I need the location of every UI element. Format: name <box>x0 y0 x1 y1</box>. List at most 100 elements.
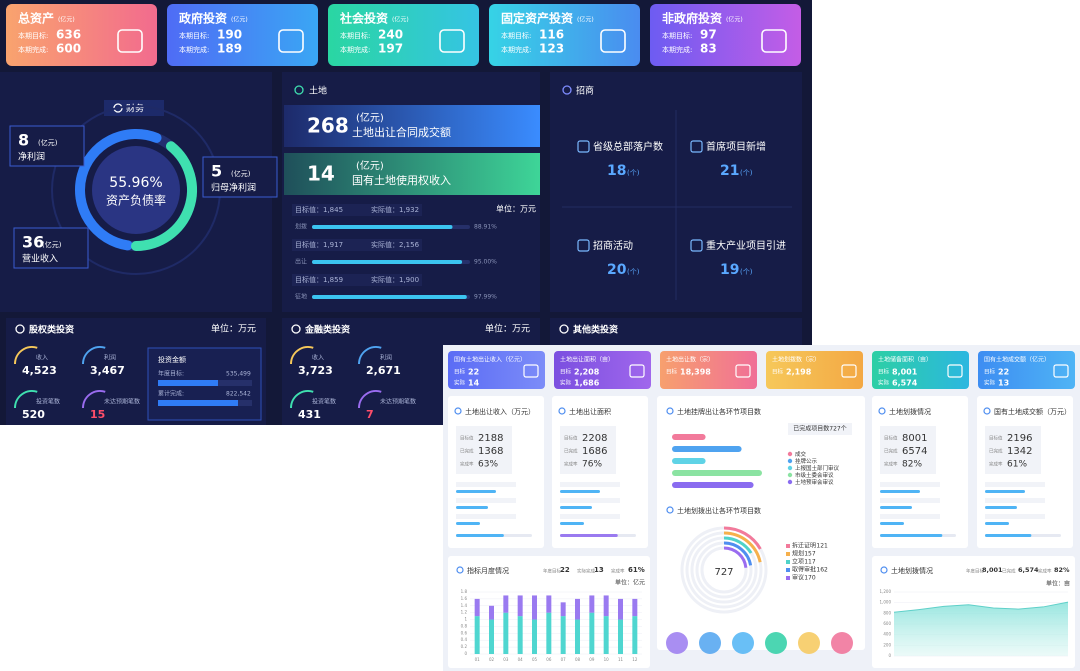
banner <box>284 153 540 195</box>
bar <box>312 295 467 299</box>
x-tick-label: 11 <box>618 657 624 662</box>
kpi-title: 总资产 <box>18 11 54 26</box>
ring-core <box>92 146 180 234</box>
legend-value: 162 <box>816 567 828 574</box>
mini-bar <box>880 506 912 509</box>
card <box>554 351 651 389</box>
x-tick-label: 05 <box>532 657 538 662</box>
legend-dot <box>787 472 793 478</box>
stat-value: 82% <box>902 460 922 470</box>
rate-bar <box>880 534 943 537</box>
panel-title: 土地划拨出让各环节项目数 <box>677 506 761 515</box>
bar <box>503 595 509 613</box>
mini-row <box>985 514 1045 519</box>
stat-label: 完成率 <box>564 461 578 468</box>
legend-label: 立项 <box>792 558 804 566</box>
nav-icon <box>831 632 853 654</box>
y-tick-label: 1.2 <box>461 610 468 615</box>
metric-value: 4,523 <box>22 364 57 377</box>
row-bg <box>292 239 422 251</box>
mini-row <box>560 514 620 519</box>
amount-label: 累计完成: <box>158 390 184 398</box>
panel-title: 指标月度情况 <box>467 566 509 575</box>
legend-dot <box>786 568 790 572</box>
panel-title: 土地划拨情况 <box>889 407 931 416</box>
card-icon <box>629 364 645 378</box>
card-label: 目标 <box>878 368 890 376</box>
kpi-label: 本期完成: <box>662 45 692 54</box>
legend-value: 121 <box>816 543 828 550</box>
legend-value: 157 <box>804 551 816 558</box>
y-tick-label: 0.6 <box>461 630 468 635</box>
bar <box>560 616 566 654</box>
row-target: 目标值：1,859 <box>295 275 343 284</box>
stat-label: 年度目标 <box>543 568 561 575</box>
kpi-label: 本期完成: <box>179 45 209 54</box>
card-label: 实际 <box>454 379 466 387</box>
stat-value: 1342 <box>1007 446 1032 457</box>
mini-row <box>560 498 620 503</box>
metric-label: 投资笔数 <box>36 398 60 406</box>
row-name: 出让 <box>295 258 307 266</box>
stat-value: 2196 <box>1007 433 1032 444</box>
item-value: 18 <box>607 163 626 179</box>
kpi-title: 非政府投资 <box>662 11 722 26</box>
bar <box>489 619 494 654</box>
title-icon <box>454 407 462 415</box>
kpi-label: 本期完成: <box>501 45 531 54</box>
item-value: 20 <box>607 262 627 278</box>
mini-row <box>985 482 1045 487</box>
kpi-icon <box>439 29 465 53</box>
row-target: 目标值：1,917 <box>295 240 343 249</box>
mini-row <box>880 482 940 487</box>
card-label: 目标 <box>666 368 678 376</box>
metric-value: 3,723 <box>298 364 333 377</box>
y-tick-label: 1,200 <box>880 589 892 594</box>
rate-bar <box>985 534 1032 537</box>
row-rate: 97.99% <box>474 294 497 301</box>
kpi-label: 本期目标: <box>179 31 209 40</box>
bar <box>312 225 453 229</box>
kpi-label: 本期目标: <box>662 31 692 40</box>
kpi-unit: (亿元) <box>392 16 409 24</box>
badge-label: 净利润 <box>18 151 45 163</box>
kpi-title: 政府投资 <box>179 11 227 26</box>
unit: 单位：万元 <box>496 204 536 214</box>
legend-dot <box>786 560 790 564</box>
metric-value: 3,467 <box>90 364 125 377</box>
total: 727 <box>714 567 733 578</box>
rate-bar <box>560 534 618 537</box>
kpi-title: 社会投资 <box>339 11 388 26</box>
card <box>766 351 863 389</box>
kpi-value: 83 <box>700 42 717 56</box>
badge-value: 8 <box>18 131 29 150</box>
kpi-unit: (亿元) <box>231 16 248 24</box>
stat-label: 目标值 <box>564 435 578 442</box>
card <box>660 351 757 389</box>
bar <box>517 616 523 654</box>
row-rate: 95.00% <box>474 259 497 266</box>
nav-icon <box>699 632 721 654</box>
legend-value: 170 <box>804 575 816 582</box>
bar <box>589 612 595 654</box>
kpi-label: 本期目标: <box>340 31 370 40</box>
nav-icon <box>765 632 787 654</box>
legend-dot <box>787 479 793 485</box>
card-label: 实际 <box>560 379 572 387</box>
kpi-label: 本期完成: <box>340 45 370 54</box>
stat-label: 已完成 <box>884 448 898 455</box>
y-tick-label: 1.8 <box>461 589 468 594</box>
card-title: 土地储备面积（亩） <box>878 356 932 364</box>
rate-bar <box>456 534 504 537</box>
banner <box>284 105 540 147</box>
mini-bar <box>985 490 1025 493</box>
title-icon <box>666 506 674 514</box>
item-label: 首席项目新增 <box>706 140 766 153</box>
metric-label: 收入 <box>36 354 48 362</box>
bar <box>603 616 609 654</box>
stat-value: 61% <box>1007 460 1027 470</box>
stat-value: 2208 <box>582 433 607 444</box>
mini-row <box>985 498 1045 503</box>
panel-title: 国有土地成交额（万元） <box>994 407 1071 416</box>
ring-arc <box>723 531 762 563</box>
